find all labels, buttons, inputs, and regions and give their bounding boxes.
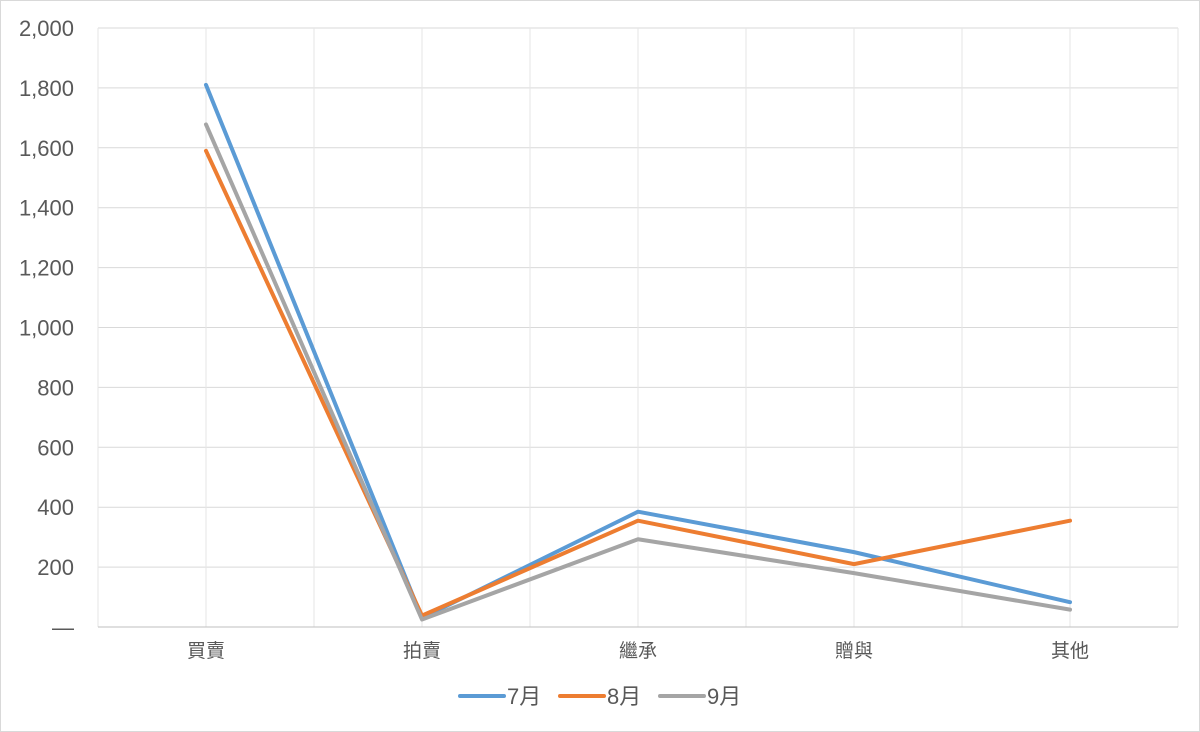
y-tick-label: 1,800: [19, 76, 74, 101]
x-tick-label: 贈與: [835, 640, 873, 662]
series-line: [204, 122, 1072, 622]
axes: — 200 400 600 800 1,000 1,200 1,400 1,600 1,800 2,…: [19, 16, 1178, 662]
y-tick-label: 1,400: [19, 196, 74, 221]
y-tick-label: —: [52, 615, 74, 640]
y-tick-label: 400: [37, 495, 74, 520]
series-line: [204, 82, 1072, 621]
y-tick-label: 2,000: [19, 16, 74, 41]
series-line: [204, 148, 1072, 618]
y-tick-label: 200: [37, 555, 74, 580]
y-tick-label: 800: [37, 375, 74, 400]
x-tick-label: 買賣: [187, 640, 225, 662]
series-lines: [204, 82, 1072, 622]
y-tick-label: 1,000: [19, 316, 74, 341]
legend-label: 9月: [707, 684, 741, 709]
legend: 7月 8月 9月: [458, 684, 741, 709]
y-tick-label: 1,600: [19, 136, 74, 161]
x-tick-label: 其他: [1051, 640, 1089, 662]
x-tick-label: 繼承: [619, 640, 657, 662]
y-tick-label: 1,200: [19, 256, 74, 281]
legend-label: 7月: [507, 684, 541, 709]
y-tick-label: 600: [37, 435, 74, 460]
legend-label: 8月: [607, 684, 641, 709]
x-tick-label: 拍賣: [403, 640, 441, 662]
